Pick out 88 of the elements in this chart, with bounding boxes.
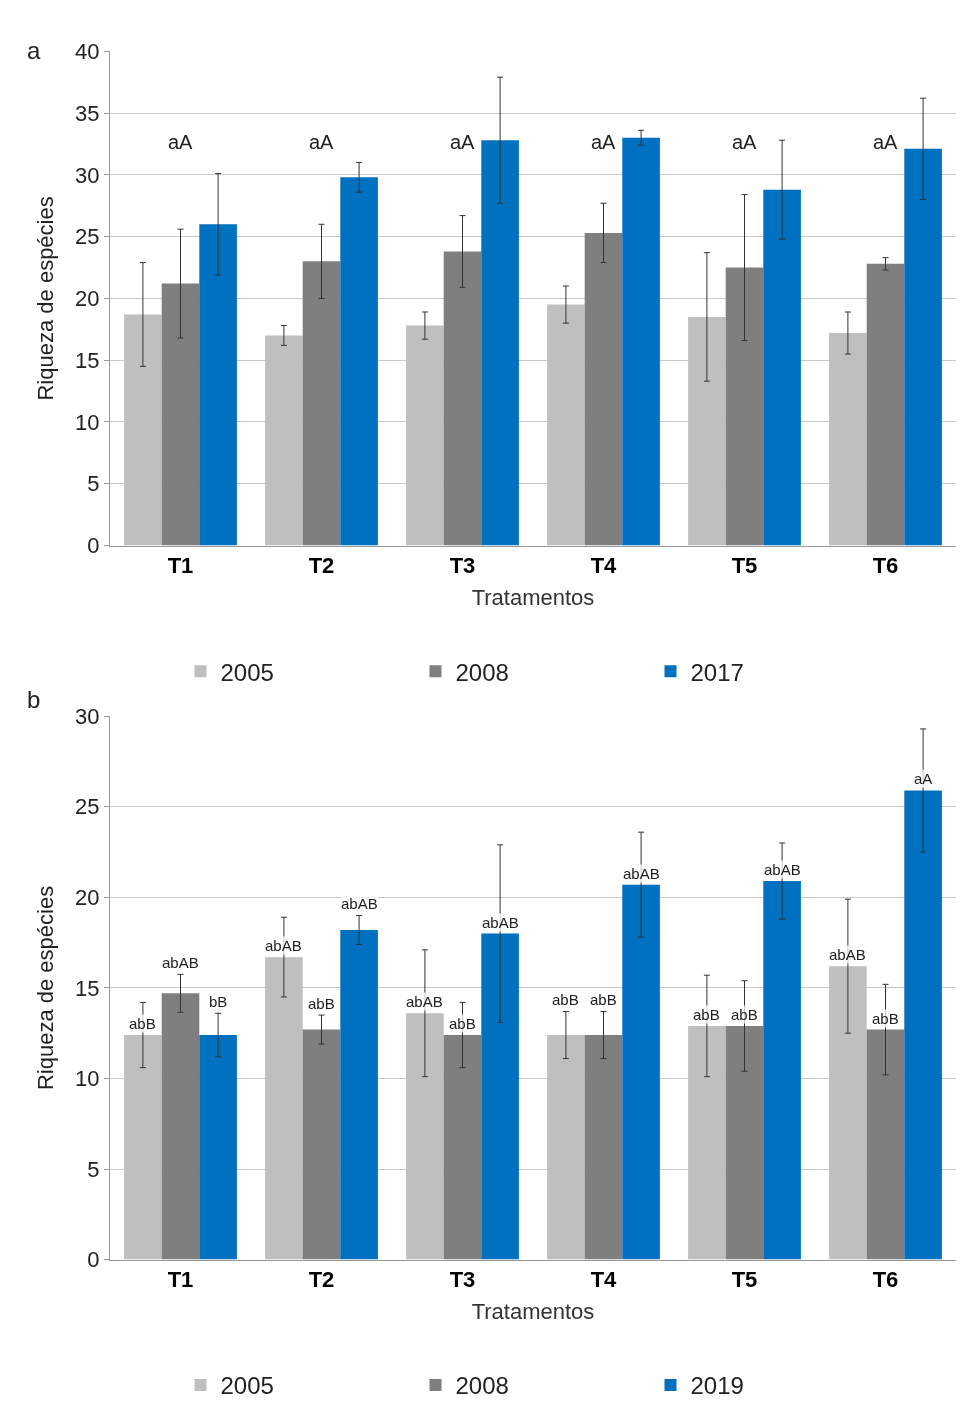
bar [622, 884, 660, 1260]
data-label: abAB [482, 914, 519, 931]
y-axis-title: Riqueza de espécies [32, 196, 58, 401]
y-tick-label: 40 [75, 38, 100, 64]
annotation: aA [732, 131, 758, 153]
bar [866, 1029, 905, 1260]
bar [904, 148, 942, 546]
legend-label: 2005 [220, 658, 274, 686]
annotation: aA [309, 131, 335, 153]
x-tick-label: T4 [590, 1267, 618, 1293]
data-label: aA [914, 770, 933, 787]
annotation: aA [450, 131, 476, 153]
x-tick-label: T6 [872, 552, 899, 578]
bar [443, 251, 482, 546]
data-label: abB [872, 1010, 899, 1027]
x-tick-label: T4 [590, 552, 618, 578]
y-tick-label: 10 [75, 409, 100, 435]
y-axis-title: Riqueza de espécies [32, 885, 58, 1091]
chart-title: b [27, 686, 41, 713]
bar [340, 177, 378, 546]
data-label: abAB [341, 895, 378, 912]
x-tick-label: T5 [731, 1267, 758, 1293]
bar [340, 929, 378, 1260]
y-tick-label: 15 [75, 347, 100, 373]
x-tick-label: T2 [308, 552, 335, 578]
x-tick-label: T3 [449, 1267, 476, 1293]
bar [481, 933, 519, 1260]
x-axis-title: Tratamentos [471, 584, 595, 610]
chart-title: a [27, 37, 41, 64]
data-label: bB [209, 993, 228, 1010]
data-label: abB [552, 991, 579, 1008]
bar [199, 1035, 237, 1260]
data-label: abB [308, 995, 335, 1012]
y-tick-label: 25 [75, 224, 100, 250]
annotation: aA [591, 131, 617, 153]
bar [161, 283, 200, 546]
y-tick-label: 20 [75, 286, 100, 312]
legend-label: 2008 [455, 658, 509, 686]
bar [866, 263, 905, 546]
bar [725, 1025, 764, 1260]
x-tick-label: T6 [872, 1267, 899, 1293]
y-tick-label: 25 [75, 794, 100, 820]
data-label: abAB [829, 946, 866, 963]
bar [481, 140, 519, 546]
annotation: aA [873, 131, 899, 153]
y-tick-label: 20 [75, 885, 100, 911]
y-tick-label: 35 [75, 100, 100, 126]
data-label: abAB [764, 861, 801, 878]
y-tick-label: 5 [87, 1156, 100, 1182]
annotation: aA [168, 131, 194, 153]
data-label: abB [693, 1006, 720, 1023]
data-label: abAB [265, 937, 302, 954]
y-tick-label: 30 [75, 703, 100, 729]
y-tick-label: 30 [75, 162, 100, 188]
data-label: abB [129, 1015, 156, 1032]
data-label: abAB [162, 954, 199, 971]
legend-label: 2008 [455, 1372, 509, 1400]
x-tick-label: T2 [308, 1267, 335, 1293]
bar [904, 790, 942, 1260]
y-tick-label: 0 [87, 533, 100, 559]
x-tick-label: T1 [167, 552, 194, 578]
y-tick-label: 0 [87, 1247, 100, 1273]
x-tick-label: T1 [167, 1267, 194, 1293]
data-label: abAB [406, 993, 443, 1010]
bar [763, 189, 801, 546]
data-label: abAB [623, 865, 660, 882]
bar [725, 267, 764, 546]
legend-label: 2019 [690, 1372, 744, 1400]
data-label: abB [590, 991, 617, 1008]
bar [161, 993, 200, 1260]
y-tick-label: 10 [75, 1066, 100, 1092]
y-tick-label: 5 [87, 471, 100, 497]
data-label: abB [731, 1006, 758, 1023]
data-label: abB [449, 1015, 476, 1032]
x-tick-label: T5 [731, 552, 758, 578]
bar [199, 224, 237, 546]
legend-label: 2005 [220, 1372, 274, 1400]
bar [302, 1029, 341, 1260]
y-tick-label: 15 [75, 975, 100, 1001]
legend-label: 2017 [690, 658, 744, 686]
bar [763, 881, 801, 1260]
bar [584, 1035, 623, 1260]
bar [302, 261, 341, 546]
bar [584, 232, 623, 546]
bar [622, 137, 660, 546]
x-tick-label: T3 [449, 552, 476, 578]
x-axis-title: Tratamentos [471, 1298, 595, 1324]
bar [443, 1035, 482, 1260]
